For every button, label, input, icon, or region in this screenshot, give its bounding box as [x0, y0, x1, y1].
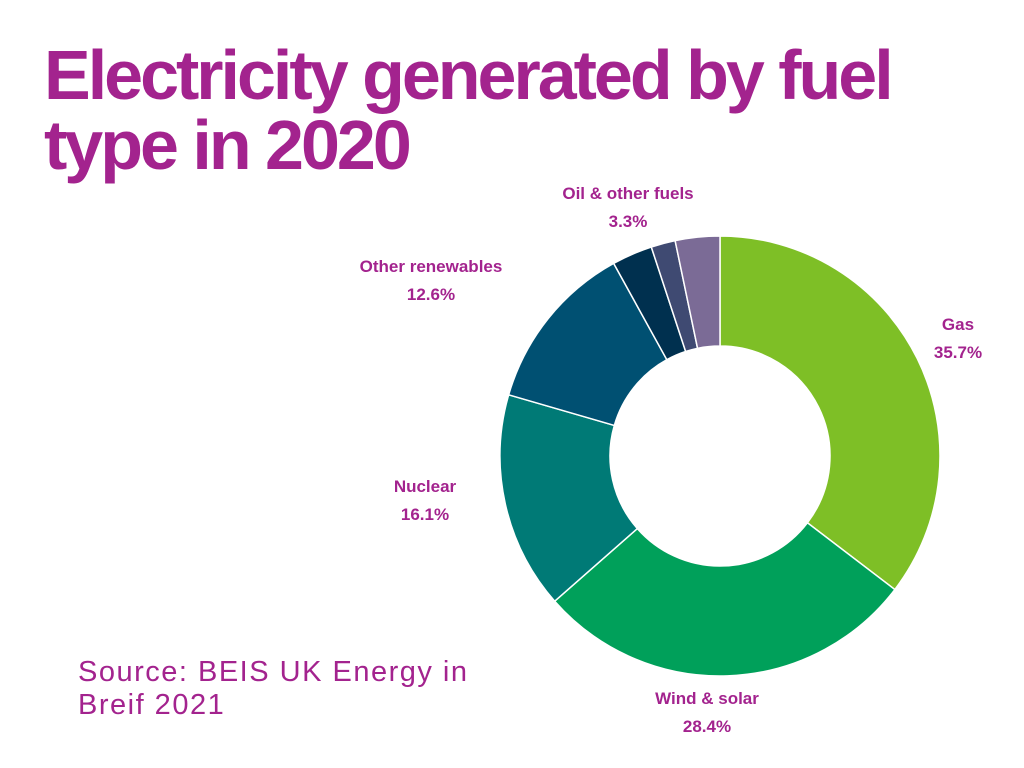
slice-label: Nuclear	[394, 477, 457, 496]
slice-labels: Gas 35.7% Wind & solar 28.4% Nuclear 16.1% Oth…	[360, 184, 982, 736]
slice-label: Gas	[942, 315, 974, 334]
source-note: Source: BEIS UK Energy in Breif 2021	[78, 656, 469, 721]
slice-gas	[719, 235, 941, 591]
slice-value-label: 35.7%	[934, 343, 982, 362]
slice-label: Oil & other fuels	[562, 184, 693, 203]
slice-value-label: 12.6%	[407, 285, 455, 304]
donut-slices	[499, 235, 941, 677]
slice-value-label: 3.3%	[609, 212, 648, 231]
slice-value-label: 28.4%	[683, 717, 731, 736]
page-title: Electricity generated by fuel type in 20…	[44, 36, 894, 184]
slice-nuclear	[499, 393, 639, 603]
slice-label: Wind & solar	[655, 689, 759, 708]
slice-label: Other renewables	[360, 257, 503, 276]
slice-oil-other-fuels	[674, 235, 721, 350]
slice-value-label: 16.1%	[401, 505, 449, 524]
slice-wind-solar	[553, 521, 896, 677]
